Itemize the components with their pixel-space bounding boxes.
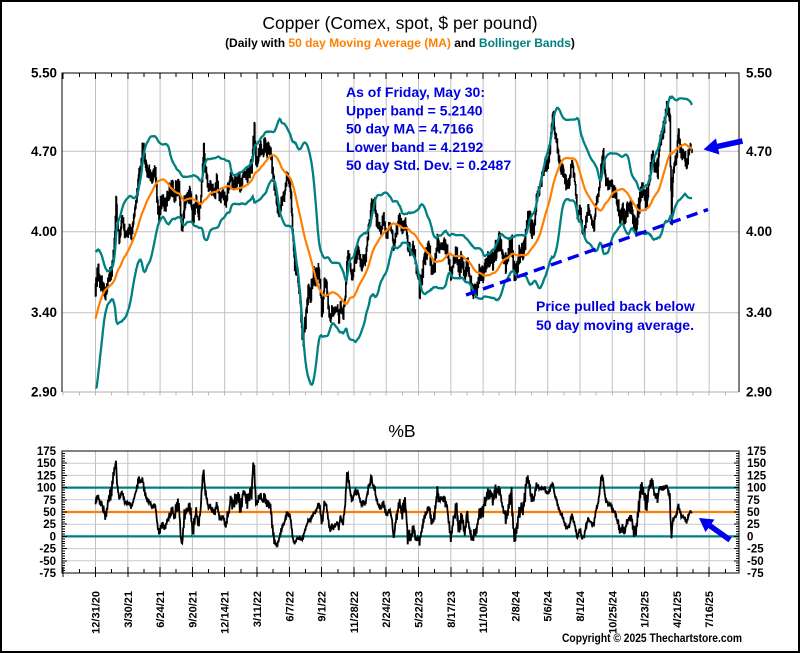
svg-text:3.40: 3.40 <box>746 305 772 320</box>
svg-text:Copper (Comex, spot, $ per pou: Copper (Comex, spot, $ per pound) <box>262 13 537 33</box>
svg-text:50: 50 <box>747 507 760 519</box>
svg-text:5.50: 5.50 <box>31 66 57 81</box>
svg-text:4.00: 4.00 <box>31 224 57 239</box>
svg-text:12/31/20: 12/31/20 <box>91 591 103 634</box>
svg-text:175: 175 <box>747 446 767 458</box>
svg-text:5/6/24: 5/6/24 <box>543 590 555 621</box>
svg-text:175: 175 <box>37 446 57 458</box>
svg-text:11/10/23: 11/10/23 <box>478 591 490 633</box>
svg-text:25: 25 <box>43 519 56 531</box>
svg-text:8/17/23: 8/17/23 <box>446 591 458 628</box>
svg-text:9/20/21: 9/20/21 <box>187 591 199 628</box>
svg-text:5.50: 5.50 <box>746 66 772 81</box>
svg-text:12/14/21: 12/14/21 <box>220 591 232 634</box>
svg-text:150: 150 <box>37 458 56 470</box>
svg-text:2/8/24: 2/8/24 <box>510 590 522 621</box>
svg-text:0: 0 <box>747 531 753 543</box>
svg-text:8/1/24: 8/1/24 <box>575 590 587 621</box>
svg-text:4.70: 4.70 <box>31 144 57 159</box>
svg-text:Copyright © 2025 Thechartstore: Copyright © 2025 Thechartstore.com <box>562 631 742 645</box>
svg-text:6/7/22: 6/7/22 <box>284 591 296 622</box>
svg-text:-25: -25 <box>747 544 764 556</box>
svg-text:-75: -75 <box>39 568 56 580</box>
svg-text:-25: -25 <box>39 544 56 556</box>
svg-text:10/25/24: 10/25/24 <box>607 590 619 634</box>
svg-text:25: 25 <box>747 519 760 531</box>
svg-text:11/28/22: 11/28/22 <box>349 591 361 633</box>
svg-text:2/24/23: 2/24/23 <box>381 591 393 628</box>
svg-text:100: 100 <box>37 483 56 495</box>
svg-text:0: 0 <box>50 531 56 543</box>
svg-text:150: 150 <box>747 458 766 470</box>
svg-text:%B: %B <box>388 421 415 441</box>
svg-text:4.00: 4.00 <box>746 224 772 239</box>
svg-text:-50: -50 <box>39 556 56 568</box>
svg-text:2.90: 2.90 <box>746 385 772 400</box>
svg-text:75: 75 <box>43 495 56 507</box>
svg-text:6/24/21: 6/24/21 <box>155 591 167 628</box>
svg-text:3/11/22: 3/11/22 <box>252 591 264 627</box>
svg-text:Lower band = 4.2192: Lower band = 4.2192 <box>346 139 484 155</box>
svg-text:-75: -75 <box>747 568 764 580</box>
svg-text:Price pulled back below: Price pulled back below <box>536 298 695 314</box>
svg-text:3.40: 3.40 <box>31 305 57 320</box>
svg-text:50 day Std. Dev. = 0.2487: 50 day Std. Dev. = 0.2487 <box>346 157 511 173</box>
svg-text:9/1/22: 9/1/22 <box>317 591 329 622</box>
svg-text:5/22/23: 5/22/23 <box>414 591 426 628</box>
svg-text:50 day MA = 4.7166: 50 day MA = 4.7166 <box>346 121 474 137</box>
svg-text:50: 50 <box>43 507 56 519</box>
svg-text:50 day moving average.: 50 day moving average. <box>536 317 694 333</box>
svg-text:125: 125 <box>747 470 767 482</box>
svg-text:100: 100 <box>747 483 766 495</box>
svg-text:4.70: 4.70 <box>746 144 772 159</box>
svg-text:-50: -50 <box>747 556 764 568</box>
svg-text:1/23/25: 1/23/25 <box>640 591 652 628</box>
svg-text:As of Friday, May 30:: As of Friday, May 30: <box>346 84 485 100</box>
svg-text:Upper band = 5.2140: Upper band = 5.2140 <box>346 102 483 118</box>
svg-text:125: 125 <box>37 470 57 482</box>
svg-text:3/30/21: 3/30/21 <box>123 591 135 628</box>
svg-text:7/16/25: 7/16/25 <box>704 591 716 628</box>
svg-text:4/21/25: 4/21/25 <box>672 591 684 628</box>
svg-text:(Daily with 50 day Moving Aver: (Daily with 50 day Moving Average (MA) a… <box>225 36 575 50</box>
svg-text:2.90: 2.90 <box>31 385 57 400</box>
svg-text:75: 75 <box>747 495 760 507</box>
